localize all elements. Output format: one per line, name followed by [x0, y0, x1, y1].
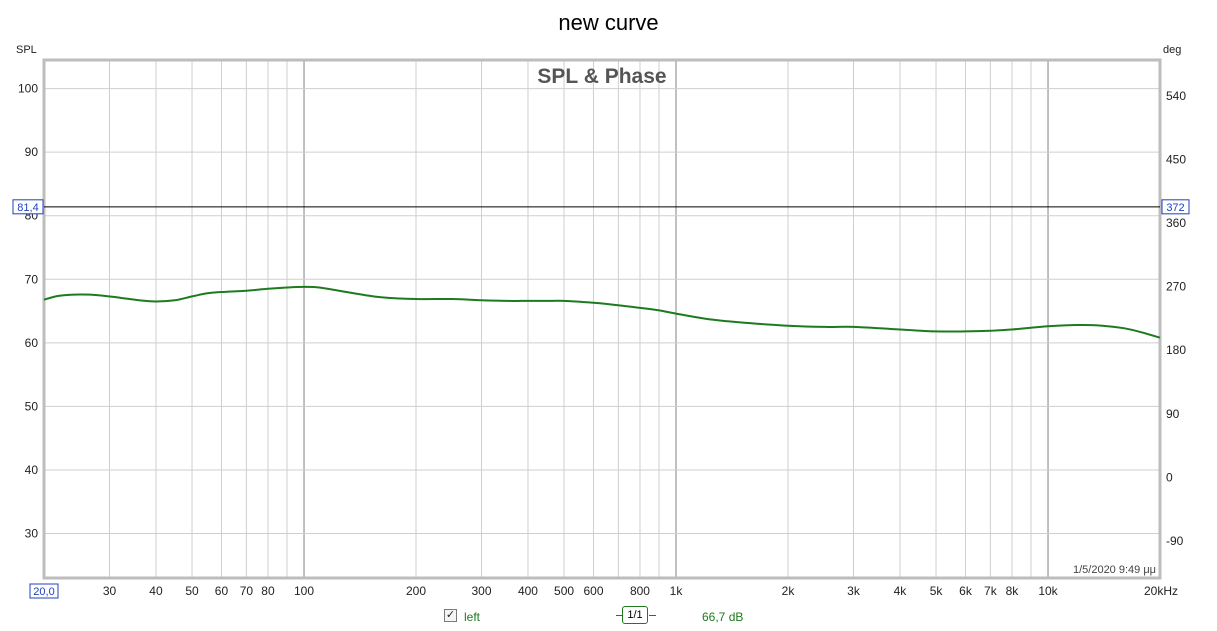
- x-tick-label: 60: [215, 584, 229, 598]
- x-tick-label: 20kHz: [1144, 584, 1178, 598]
- check-mark-icon: ✓: [445, 609, 456, 621]
- y-tick-label: 70: [25, 272, 39, 286]
- series-line-left[interactable]: [43, 285, 1161, 339]
- cursor-value-box-left: [12, 199, 44, 215]
- x-tick-label: 300: [471, 584, 491, 598]
- x-tick-label: 600: [583, 584, 603, 598]
- smoothing-control[interactable]: 1/1: [616, 606, 656, 626]
- x-start-box: [29, 583, 59, 599]
- x-tick-label: 200: [406, 584, 426, 598]
- y2-axis-label: deg: [1163, 44, 1181, 56]
- plot-background: [44, 60, 1160, 578]
- x-tick-label: 6k: [959, 584, 973, 598]
- x-tick-label: 7k: [984, 584, 998, 598]
- x-tick-label: 80: [261, 584, 275, 598]
- x-tick-label: 1k: [670, 584, 684, 598]
- x-start-label: 20,0: [33, 586, 54, 598]
- spl-phase-chart[interactable]: 30 40 50 60 70 80 100 200 300 400 500 600 800 1k 2k 3k 4…: [0, 0, 1217, 600]
- cursor-value-left: 81,4: [17, 202, 38, 214]
- legend-value-readout: 66,7 dB: [702, 610, 744, 624]
- y-axis-label: SPL: [16, 44, 37, 56]
- y2-axis-tick-labels: -90 0 90 180 270 360 450 540: [1166, 89, 1186, 548]
- y2-tick-label: 180: [1166, 343, 1186, 357]
- cursor-line[interactable]: 81,4 372: [12, 199, 1190, 215]
- y2-tick-label: 270: [1166, 280, 1186, 294]
- x-tick-label: 5k: [930, 584, 944, 598]
- x-tick-label: 70: [240, 584, 254, 598]
- smoothing-line-right: [649, 615, 656, 616]
- smoothing-line-left: [616, 615, 623, 616]
- x-tick-label: 3k: [847, 584, 861, 598]
- cursor-value-box-right: [1161, 199, 1190, 215]
- x-tick-label: 400: [518, 584, 538, 598]
- x-tick-label: 100: [294, 584, 314, 598]
- series-visibility-checkbox[interactable]: ✓: [444, 609, 457, 622]
- timestamp: 1/5/2020 9:49 μμ: [1073, 564, 1156, 576]
- y-tick-label: 50: [25, 399, 39, 413]
- plot-frame: [42, 58, 1162, 580]
- y-tick-label: 60: [25, 336, 39, 350]
- y2-tick-label: 90: [1166, 407, 1180, 421]
- y-tick-label: 90: [25, 145, 39, 159]
- x-tick-label: 30: [103, 584, 117, 598]
- x-axis-tick-labels: 30 40 50 60 70 80 100 200 300 400 500 600 800 1k 2k 3k 4…: [103, 584, 1178, 598]
- chart-title: SPL & Phase: [537, 65, 666, 88]
- x-tick-label: 800: [630, 584, 650, 598]
- y-tick-label: 40: [25, 463, 39, 477]
- cursor-value-right: 372: [1166, 202, 1184, 214]
- y2-tick-label: 450: [1166, 153, 1186, 167]
- y-tick-label: 30: [25, 527, 39, 541]
- grid-lines: [44, 60, 1160, 578]
- x-tick-label: 40: [149, 584, 163, 598]
- legend-series-name: left: [464, 610, 481, 624]
- x-tick-label: 50: [185, 584, 199, 598]
- x-tick-label: 500: [554, 584, 574, 598]
- y-tick-label: 100: [18, 82, 38, 96]
- y2-tick-label: 0: [1166, 470, 1173, 484]
- x-tick-label: 8k: [1006, 584, 1020, 598]
- y2-tick-label: -90: [1166, 534, 1184, 548]
- window-title: new curve: [558, 10, 659, 35]
- x-tick-label: 2k: [782, 584, 796, 598]
- x-tick-label: 10k: [1038, 584, 1058, 598]
- x-start-marker[interactable]: 20,0: [29, 583, 59, 599]
- y2-tick-label: 540: [1166, 89, 1186, 103]
- y2-tick-label: 360: [1166, 216, 1186, 230]
- smoothing-button[interactable]: 1/1: [622, 606, 648, 624]
- x-tick-label: 4k: [894, 584, 908, 598]
